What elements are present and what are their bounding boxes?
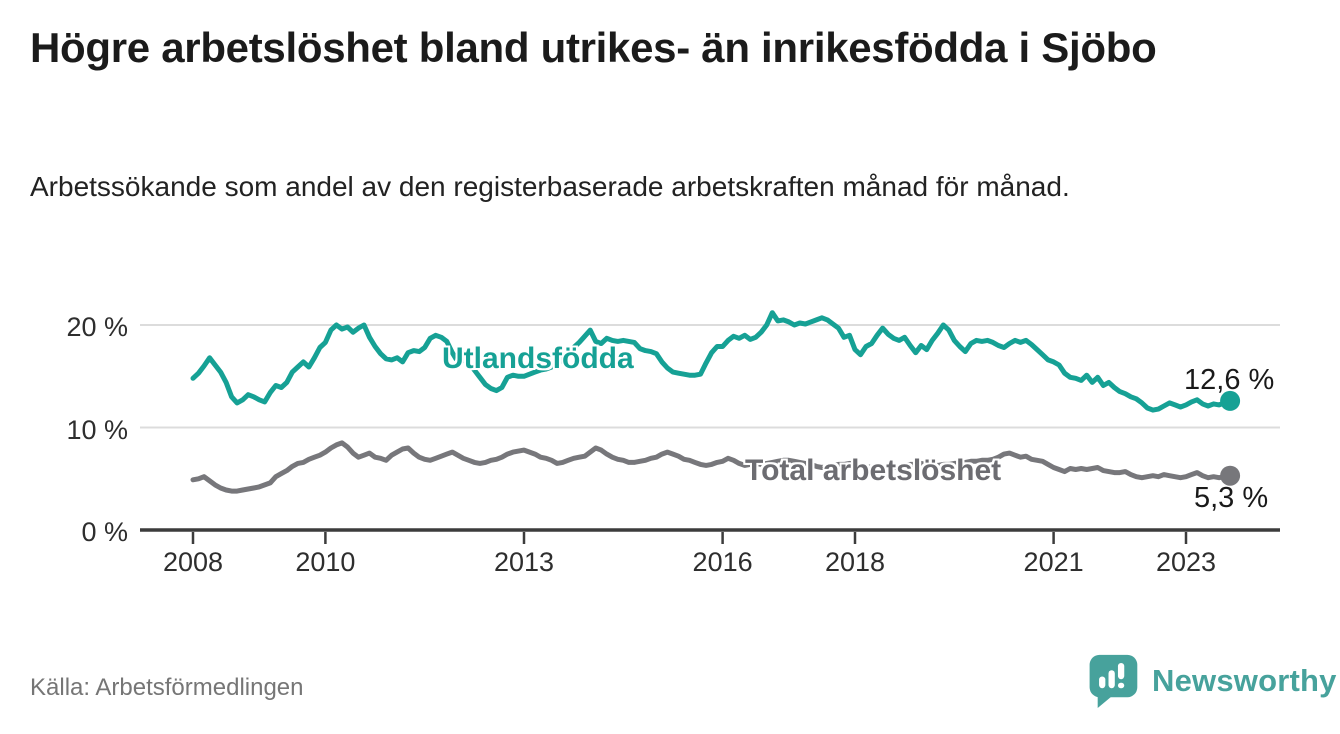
x-axis-label: 2010 xyxy=(295,547,356,577)
x-axis-label: 2023 xyxy=(1155,547,1217,577)
series-label-total-arbetsloshet: Total arbetslöshet xyxy=(745,454,1002,487)
x-axis-label: 2016 xyxy=(692,547,753,577)
source-note: Källa: Arbetsförmedlingen xyxy=(30,674,304,701)
x-axis-label: 2008 xyxy=(162,547,224,577)
series-label-utlandsfodda: Utlandsfödda xyxy=(442,342,634,375)
newsworthy-logo-icon xyxy=(1089,654,1138,708)
x-axis-label: 2018 xyxy=(824,547,886,577)
y-axis-label: 0 % xyxy=(81,517,128,547)
y-axis-label: 20 % xyxy=(66,312,128,342)
series-line-total xyxy=(190,440,1233,494)
end-value-label-total: 5,3 % xyxy=(1194,482,1269,514)
series-end-dot-utlandsfodda xyxy=(1220,390,1241,411)
y-axis-label: 10 % xyxy=(66,414,128,445)
newsworthy-logo: Newsworthy xyxy=(1086,652,1337,710)
page-title: Högre arbetslöshet bland utrikes- än inr… xyxy=(30,24,1157,71)
x-axis-label: 2021 xyxy=(1023,547,1084,577)
subtitle: Arbetssökande som andel av den registerb… xyxy=(30,171,1070,202)
series-end-dot-total xyxy=(1220,465,1241,486)
newsworthy-logo-text: Newsworthy xyxy=(1152,663,1337,698)
series-line-utlandsfodda xyxy=(190,310,1233,413)
end-value-label-utlandsfodda: 12,6 % xyxy=(1184,364,1275,396)
x-axis-label: 2013 xyxy=(493,547,555,577)
y-axis-labels: 0 % 10 % 20 % xyxy=(0,0,128,734)
